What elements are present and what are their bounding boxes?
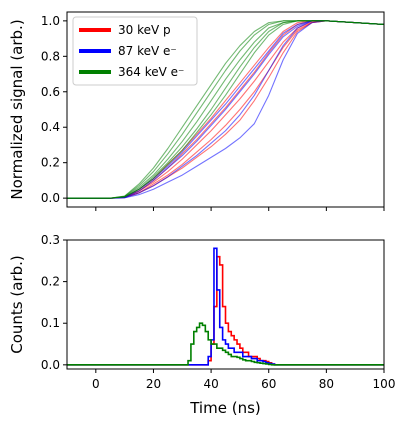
bottom-axes-frame (66, 239, 385, 370)
top-y-tick-label: 0.6 (41, 85, 60, 99)
x-axis-label: Time (ns) (189, 399, 261, 417)
bottom-x-tick-labels: 0 20 40 60 80 100 (92, 377, 395, 391)
histogram-364-kev-e (67, 322, 384, 366)
top-axes-frame (66, 11, 385, 208)
counts-panel: 0.00.10.20.3 0 20 40 60 80 100 Counts (arb.) … (8, 233, 395, 417)
histogram-87-kev-e (67, 247, 384, 366)
top-y-tick-label: 0.8 (41, 49, 60, 63)
bottom-x-tick-label: 20 (146, 377, 161, 391)
bottom-y-tick-labels: 0.0 0.1 0.2 0.3 (41, 233, 60, 372)
bottom-y-tick-label: 0.3 (41, 233, 60, 247)
legend-box (72, 16, 198, 86)
bottom-x-tick-label: 80 (319, 377, 334, 391)
bottom-x-tick-label: 40 (203, 377, 218, 391)
bottom-x-tick-label: 100 (373, 377, 396, 391)
signal-curve-364-kev-e-4 (67, 20, 385, 199)
signal-panel: 0.0 0.2 0.4 0.6 0.8 1.0 Normalized signal (ar… (8, 11, 385, 211)
signal-curves (67, 20, 385, 199)
top-y-axis-label: Normalized signal (arb.) (8, 19, 26, 199)
bottom-x-tick-label: 0 (92, 377, 100, 391)
bottom-y-tick-label: 0.0 (41, 358, 60, 372)
top-y-tick-label: 0.4 (41, 120, 60, 134)
legend: 30 keV p 87 keV e⁻ 364 keV e⁻ (72, 16, 198, 86)
top-y-tick-labels: 0.0 0.2 0.4 0.6 0.8 1.0 (41, 14, 60, 205)
top-y-tick-label: 0.0 (41, 191, 60, 205)
bottom-y-tick-label: 0.1 (41, 316, 60, 330)
bottom-y-axis-label: Counts (arb.) (8, 255, 26, 353)
legend-label-30kev-p: 30 keV p (118, 23, 171, 37)
histogram-30-kev-p (67, 255, 384, 366)
top-tick-marks (63, 20, 385, 211)
top-y-tick-label: 0.2 (41, 156, 60, 170)
legend-label-364kev-e: 364 keV e⁻ (118, 65, 184, 79)
bottom-x-tick-label: 60 (261, 377, 276, 391)
counts-histograms (67, 247, 384, 366)
bottom-y-tick-label: 0.2 (41, 275, 60, 289)
bottom-tick-marks (63, 239, 385, 373)
legend-label-87kev-e: 87 keV e⁻ (118, 44, 177, 58)
top-y-tick-label: 1.0 (41, 14, 60, 28)
